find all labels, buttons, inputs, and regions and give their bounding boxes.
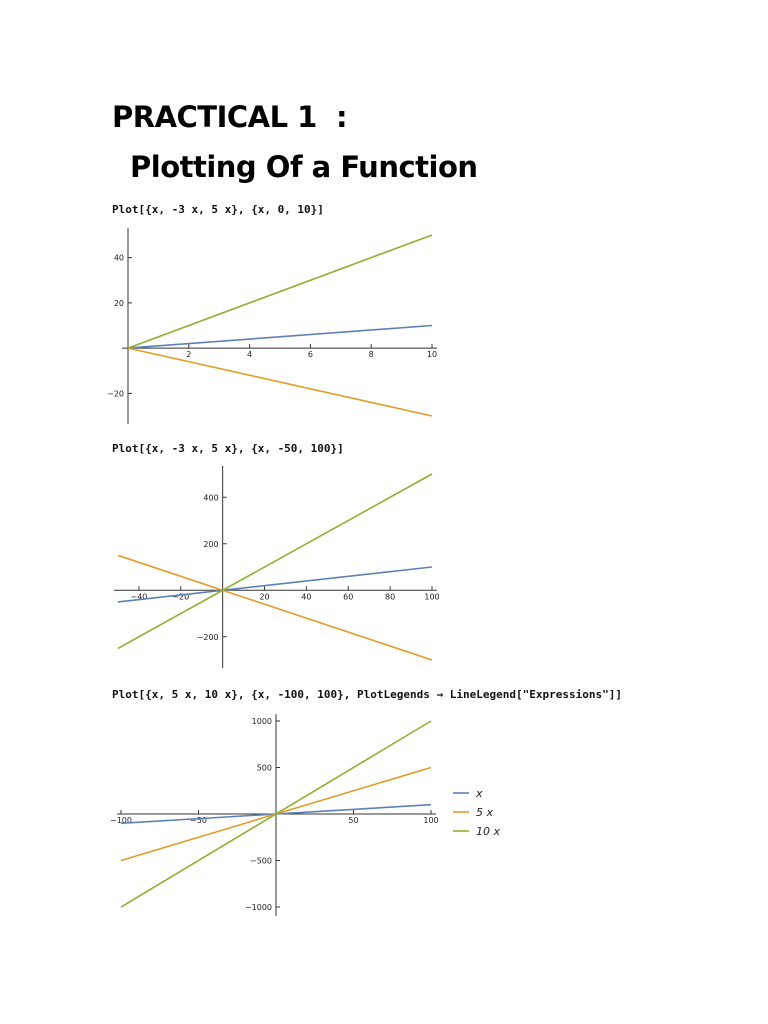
x-tick-label: 20 — [259, 592, 269, 601]
y-tick-label: 40 — [114, 254, 124, 263]
x-tick-label: −20 — [172, 592, 189, 601]
y-tick-label: −500 — [250, 857, 272, 866]
series-line-2 — [127, 347, 433, 417]
x-tick-label: 4 — [247, 350, 252, 359]
y-tick-label: 500 — [257, 764, 272, 773]
y-tick-label: 200 — [203, 540, 218, 549]
series-line-1 — [127, 324, 433, 349]
legend-label: x — [475, 787, 483, 800]
x-tick-label: −100 — [110, 816, 132, 825]
legend-label: 5 x — [476, 806, 493, 819]
x-tick-label: 50 — [348, 816, 358, 825]
y-tick-label: 400 — [203, 493, 218, 502]
x-tick-label: 40 — [301, 592, 311, 601]
y-tick-label: 1000 — [252, 717, 272, 726]
y-tick-label: −1000 — [245, 903, 272, 912]
x-tick-label: −40 — [130, 592, 147, 601]
plot-1-code: Plot[{x, -3 x, 5 x}, {x, 0, 10}] — [112, 203, 324, 216]
plot-2-code: Plot[{x, -3 x, 5 x}, {x, -50, 100}] — [112, 442, 344, 455]
series-line-3 — [117, 473, 433, 650]
practical-subtitle: Plotting Of a Function — [130, 150, 478, 184]
series-line-1 — [117, 566, 433, 603]
practical-title: PRACTICAL 1 : — [112, 100, 348, 134]
x-tick-label: 6 — [308, 350, 313, 359]
x-tick-label: 2 — [186, 350, 191, 359]
series-line-3 — [120, 720, 432, 908]
series-line-2 — [117, 554, 433, 661]
plot-3-code: Plot[{x, 5 x, 10 x}, {x, -100, 100}, Plo… — [112, 688, 622, 701]
x-tick-label: 60 — [343, 592, 353, 601]
x-tick-label: 100 — [424, 592, 439, 601]
x-tick-label: −50 — [190, 816, 207, 825]
y-tick-label: 20 — [114, 299, 124, 308]
y-tick-label: −200 — [197, 633, 219, 642]
series-line-3 — [127, 234, 433, 349]
y-tick-label: −20 — [107, 389, 124, 398]
x-tick-label: 100 — [423, 816, 438, 825]
legend-label: 10 x — [476, 825, 500, 838]
x-tick-label: 8 — [369, 350, 374, 359]
x-tick-label: 80 — [385, 592, 395, 601]
x-tick-label: 10 — [427, 350, 437, 359]
